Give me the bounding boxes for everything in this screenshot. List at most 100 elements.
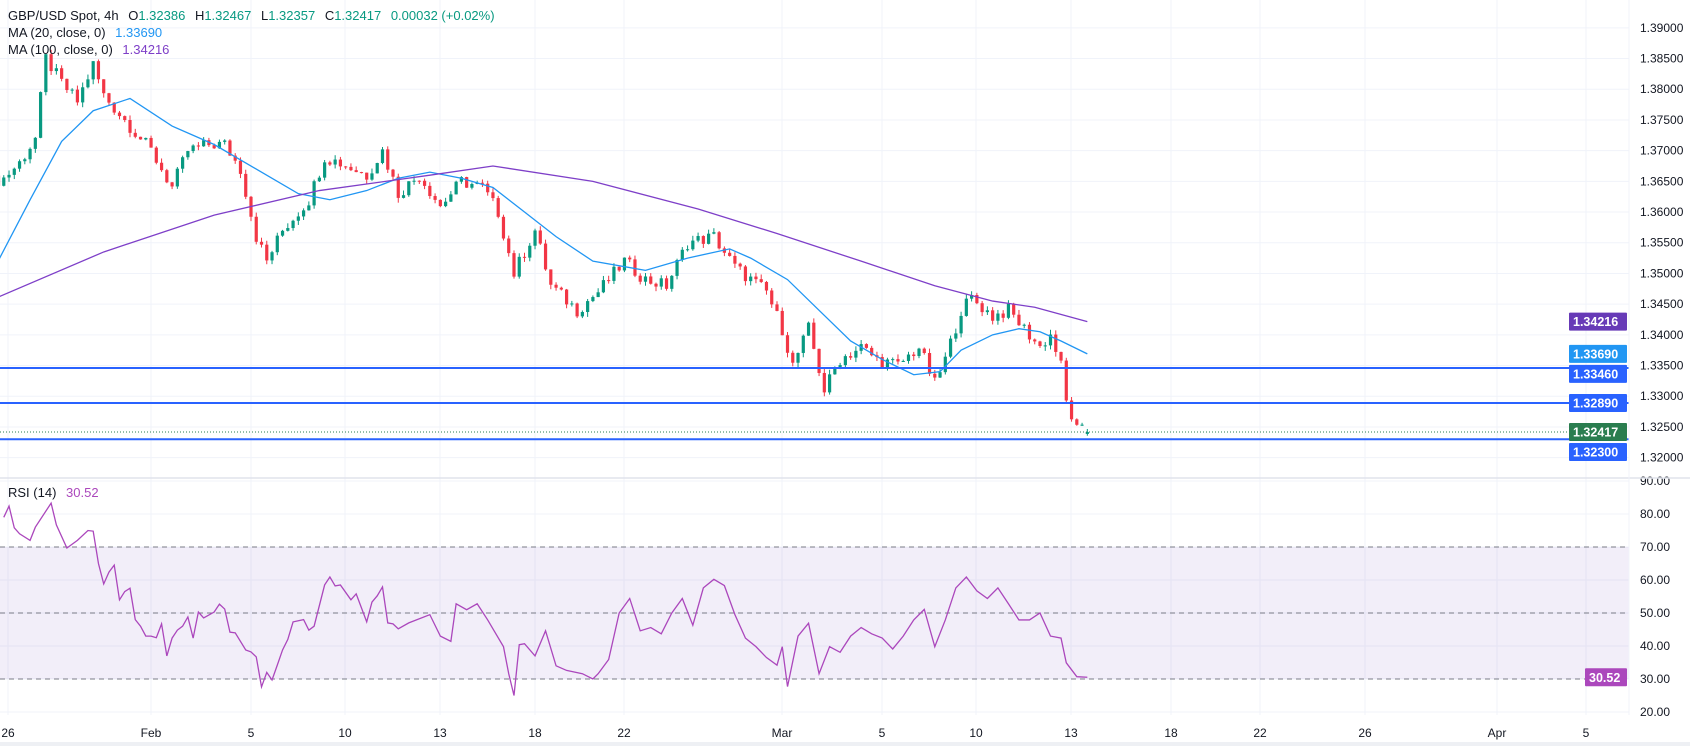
- candle-body: [912, 354, 916, 357]
- candle-body: [743, 266, 748, 282]
- price-tick-label: 1.34500: [1640, 297, 1684, 311]
- candle-body: [512, 253, 516, 277]
- candle-body: [23, 159, 27, 162]
- candle-body: [102, 79, 106, 94]
- candle-body: [833, 368, 837, 375]
- candle-body: [749, 276, 753, 282]
- low-label: L: [260, 8, 269, 23]
- candle-body: [202, 140, 206, 147]
- candle-body: [959, 315, 963, 334]
- x-tick-label: 22: [1253, 726, 1267, 740]
- candle-body: [827, 374, 832, 393]
- rsi-legend[interactable]: RSI (14) 30.52: [8, 485, 105, 501]
- candle-body: [449, 194, 453, 202]
- ma20-legend[interactable]: MA (20, close, 0) 1.33690: [8, 25, 168, 41]
- candle-body: [980, 303, 984, 313]
- candle-body: [780, 310, 784, 336]
- candle-body: [254, 216, 258, 242]
- rsi-tick-label: 80.00: [1640, 507, 1670, 521]
- level-price-label-box: [1569, 393, 1627, 412]
- candle-body: [391, 169, 395, 177]
- candle-body: [1033, 339, 1037, 342]
- rsi-value: 30.52: [66, 485, 99, 500]
- candle-body: [775, 304, 779, 311]
- last-price-label-box: [1569, 423, 1627, 442]
- symbol-legend[interactable]: GBP/USD Spot, 4h O1.32386 H1.32467 L1.32…: [8, 8, 501, 24]
- x-tick-label: 13: [433, 726, 447, 740]
- candle-body: [785, 335, 790, 353]
- candle-body: [901, 360, 905, 362]
- candle-body: [307, 205, 311, 211]
- candle-body: [38, 92, 43, 138]
- close-value: 1.32417: [334, 8, 382, 23]
- candle-body: [675, 259, 679, 276]
- candle-body: [75, 89, 80, 103]
- rsi-tick-label: 30.00: [1640, 672, 1670, 686]
- candle-body: [401, 195, 406, 198]
- candle-body: [144, 137, 148, 140]
- x-tick-label: 5: [1583, 726, 1590, 740]
- candle-body: [128, 120, 132, 133]
- candle-body: [159, 162, 164, 171]
- candle-body: [712, 232, 716, 234]
- candle-body: [396, 176, 400, 198]
- rsi-last-label-text: 30.52: [1589, 671, 1620, 685]
- candle-body: [996, 313, 1000, 321]
- price-tick-label: 1.32000: [1640, 451, 1684, 465]
- ma20-price-label-box: [1569, 344, 1627, 363]
- candle-body: [696, 236, 700, 241]
- candle-body: [1069, 400, 1074, 420]
- candle-body: [891, 359, 895, 361]
- candle-body: [138, 136, 143, 140]
- rsi-tick-label: 20.00: [1640, 705, 1670, 719]
- price-tick-label: 1.33500: [1640, 359, 1684, 373]
- candle-body: [906, 354, 911, 361]
- candle-body: [223, 140, 227, 142]
- candle-body: [433, 196, 437, 200]
- candle-body: [691, 240, 695, 250]
- candle-body: [317, 177, 321, 182]
- candle-body: [501, 216, 506, 239]
- rsi-tick-label: 70.00: [1640, 540, 1670, 554]
- candle-body: [864, 344, 869, 348]
- close-label: C: [324, 8, 335, 23]
- candle-body: [359, 172, 364, 174]
- ma20-price-label-text: 1.33690: [1573, 347, 1618, 361]
- x-tick-label: 5: [879, 726, 886, 740]
- candle-body: [70, 89, 74, 91]
- candle-body: [938, 372, 942, 378]
- price-tick-label: 1.36500: [1640, 174, 1684, 188]
- candle-body: [386, 149, 390, 170]
- ma100-legend[interactable]: MA (100, close, 0) 1.34216: [8, 42, 175, 58]
- rsi-last-label-box: [1585, 668, 1627, 687]
- candle-body: [843, 356, 847, 366]
- rsi-tick-label: 60.00: [1640, 573, 1670, 587]
- candle-body: [365, 172, 369, 180]
- candle-body: [370, 173, 374, 180]
- rsi-pane: [0, 501, 1629, 696]
- candle-body: [670, 275, 674, 289]
- ma100-price-label-box: [1569, 312, 1627, 331]
- price-tick-label: 1.34000: [1640, 328, 1684, 342]
- x-tick-label: 18: [528, 726, 542, 740]
- candle-body: [1001, 313, 1005, 318]
- candle-body: [970, 295, 974, 299]
- level-price-label-box: [1569, 443, 1627, 462]
- candle-body: [1085, 432, 1089, 434]
- candle-body: [49, 54, 53, 72]
- candle-body: [554, 284, 558, 288]
- candle-body: [617, 266, 621, 271]
- last-price-label-text: 1.32417: [1573, 426, 1618, 440]
- candle-body: [175, 168, 179, 187]
- candle-body: [701, 236, 705, 244]
- candle-body: [917, 348, 921, 357]
- price-tick-label: 1.35000: [1640, 266, 1684, 280]
- candle-body: [543, 243, 548, 270]
- candle-body: [117, 112, 122, 117]
- candle-body: [759, 279, 763, 282]
- candle-body: [238, 160, 243, 174]
- candle-body: [228, 140, 232, 156]
- candle-body: [806, 322, 811, 336]
